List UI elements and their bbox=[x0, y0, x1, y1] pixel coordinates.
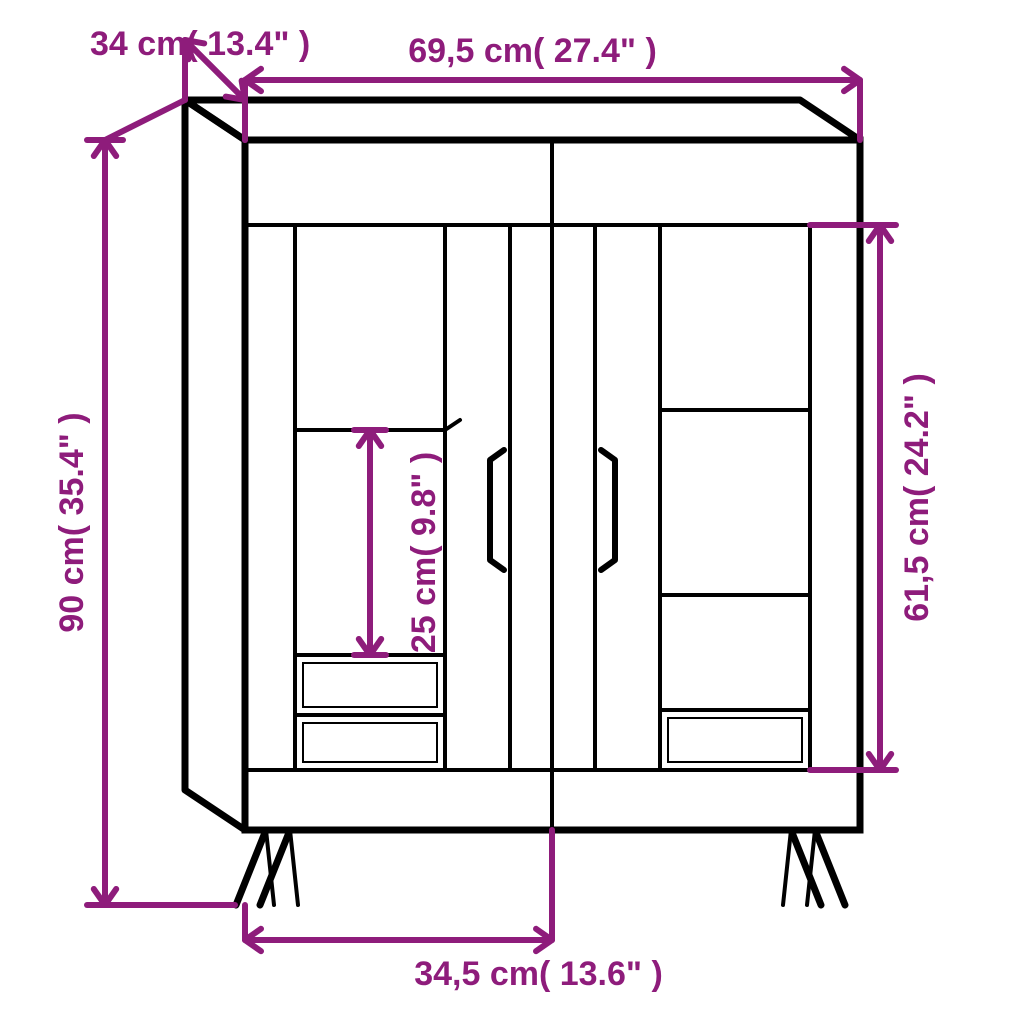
dimension-label: 34 cm( 13.4" ) bbox=[90, 25, 310, 63]
dimension-label: 90 cm( 35.4" ) bbox=[53, 412, 91, 632]
dimension-label: 61,5 cm( 24.2" ) bbox=[898, 373, 936, 622]
dimension-label: 34,5 cm( 13.6" ) bbox=[414, 955, 663, 993]
dimension-label: 25 cm( 9.8" ) bbox=[405, 452, 443, 653]
dimension-label: 69,5 cm( 27.4" ) bbox=[408, 32, 657, 70]
